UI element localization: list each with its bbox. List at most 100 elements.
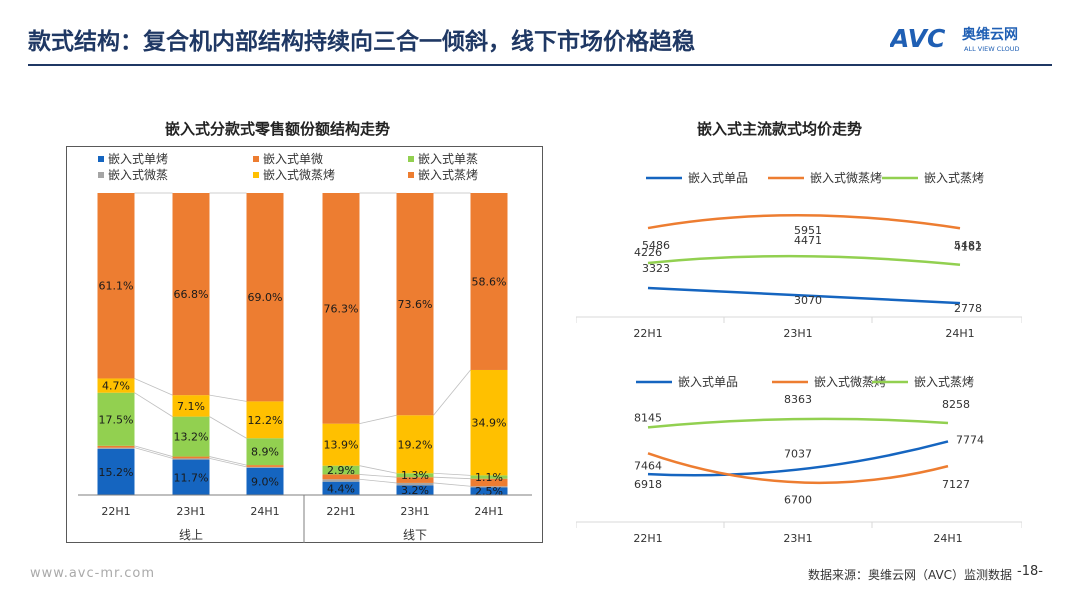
bar-segment xyxy=(470,486,508,488)
legend-label: 嵌入式单品 xyxy=(678,375,738,389)
legend: 嵌入式单品 嵌入式微蒸烤 嵌入式蒸烤 xyxy=(646,170,984,185)
data-label: 1.3% xyxy=(401,469,429,482)
x-tick-label: 22H1 xyxy=(633,327,662,340)
data-label: 13.9% xyxy=(324,439,359,452)
data-label: 8.9% xyxy=(251,446,279,459)
avg-price-chart-top: 嵌入式单品 嵌入式微蒸烤 嵌入式蒸烤 22H1 23H1 24H1 3323 3070 27… xyxy=(576,170,1022,340)
data-label: 7.1% xyxy=(177,400,205,413)
data-label: 1.1% xyxy=(475,471,503,484)
connector-line xyxy=(359,474,397,478)
legend-swatch xyxy=(253,172,259,178)
legend-swatch xyxy=(408,172,414,178)
data-label: 7774 xyxy=(956,433,984,446)
bar-segment xyxy=(322,481,360,495)
data-label: 4.7% xyxy=(102,380,130,393)
bar-segment xyxy=(246,465,284,467)
bar-segment xyxy=(246,401,284,439)
bars xyxy=(97,193,508,495)
bar-segment xyxy=(172,193,210,396)
bar-segment xyxy=(396,482,434,486)
bar-segment xyxy=(172,458,210,460)
data-label: 7464 xyxy=(634,459,662,472)
data-source: 数据来源：奥维云网（AVC）监测数据 xyxy=(808,568,1013,582)
x-tick-label: 24H1 xyxy=(945,327,974,340)
bar-segment xyxy=(470,478,508,487)
connector-line xyxy=(134,378,173,396)
legend-label: 嵌入式蒸烤 xyxy=(418,167,478,182)
x-tick-label: 23H1 xyxy=(783,327,812,340)
x-tick-label: 22H1 xyxy=(326,505,355,518)
legend-label: 嵌入式微蒸烤 xyxy=(263,167,335,182)
bar-segment xyxy=(396,193,434,416)
connector-line xyxy=(134,447,173,459)
data-label: 7127 xyxy=(942,478,970,491)
series-lines xyxy=(647,213,961,305)
data-label: 66.8% xyxy=(174,288,209,301)
connector-line xyxy=(134,445,173,457)
connector-line xyxy=(209,457,247,468)
connector-line xyxy=(359,414,397,425)
series-line xyxy=(647,452,949,485)
data-label: 61.1% xyxy=(99,280,134,293)
bar-segment xyxy=(470,369,508,476)
connector-line xyxy=(209,394,247,402)
bar-segment xyxy=(97,193,135,379)
data-label: 34.9% xyxy=(472,417,507,430)
legend-label: 嵌入式单烤 xyxy=(108,151,168,166)
data-label: 13.2% xyxy=(174,431,209,444)
legend: 嵌入式单品 嵌入式微蒸烤 嵌入式蒸烤 xyxy=(636,374,974,389)
data-label: 5486 xyxy=(642,239,670,252)
series-line xyxy=(647,254,961,266)
series-line xyxy=(647,417,949,429)
bar-segment xyxy=(97,448,135,495)
stacked-chart-title: 嵌入式分款式零售额份额结构走势 xyxy=(165,120,391,138)
data-label: 8145 xyxy=(634,411,662,424)
data-label: 4162 xyxy=(954,241,982,254)
legend-label: 嵌入式蒸烤 xyxy=(924,170,984,185)
connector-line xyxy=(359,478,397,484)
bar-segment xyxy=(322,474,360,480)
bar-segment xyxy=(246,438,284,466)
title-divider xyxy=(28,64,1052,66)
plot-frame xyxy=(66,146,543,543)
data-label: 4471 xyxy=(794,234,822,247)
group-label: 线下 xyxy=(403,528,427,542)
data-label: 11.7% xyxy=(174,471,209,484)
legend-label: 嵌入式微蒸烤 xyxy=(814,374,886,389)
bar-segment xyxy=(322,465,360,475)
series-line xyxy=(647,286,961,305)
bar-segment xyxy=(97,378,135,393)
bar-segment xyxy=(246,466,284,468)
logo-en: ALL VIEW CLOUD xyxy=(964,45,1020,53)
bar-segment xyxy=(396,477,434,483)
legend-label: 嵌入式微蒸 xyxy=(108,168,168,182)
footer-url: www.avc-mr.com xyxy=(30,566,156,581)
legend-swatch xyxy=(253,156,259,162)
bar-segment xyxy=(246,467,284,495)
data-label: 73.6% xyxy=(398,298,433,311)
x-tick-label: 24H1 xyxy=(933,532,962,545)
connector-lines xyxy=(134,192,471,487)
bar-segment xyxy=(470,193,508,370)
data-labels: 15.2% 17.5% 4.7% 61.1% 11.7% 13.2% 7.1% 66.8% 9.… xyxy=(99,275,507,498)
avg-price-chart-bottom: 嵌入式单品 嵌入式微蒸烤 嵌入式蒸烤 22H1 23H1 24H1 6918 7037 77… xyxy=(576,374,1022,545)
data-label: 19.2% xyxy=(398,438,433,451)
group-label: 线上 xyxy=(179,528,203,542)
bar-segment xyxy=(172,395,210,417)
data-label: 4226 xyxy=(634,246,662,259)
bar-segment xyxy=(172,456,210,459)
bar-segment xyxy=(97,392,135,446)
data-label: 8258 xyxy=(942,398,970,411)
category-axis: 22H1 23H1 24H1 22H1 23H1 24H1 线上 线下 xyxy=(78,494,532,543)
legend-swatch xyxy=(408,156,414,162)
connector-line xyxy=(209,456,247,466)
x-tick-label: 23H1 xyxy=(176,505,205,518)
data-label: 69.0% xyxy=(248,291,283,304)
series-lines xyxy=(647,417,949,485)
legend-label: 嵌入式蒸烤 xyxy=(914,374,974,389)
connector-line xyxy=(433,482,471,487)
data-label: 7037 xyxy=(784,448,812,461)
page-title: 款式结构：复合机内部结构持续向三合一倾斜，线下市场价格趋稳 xyxy=(28,29,695,55)
